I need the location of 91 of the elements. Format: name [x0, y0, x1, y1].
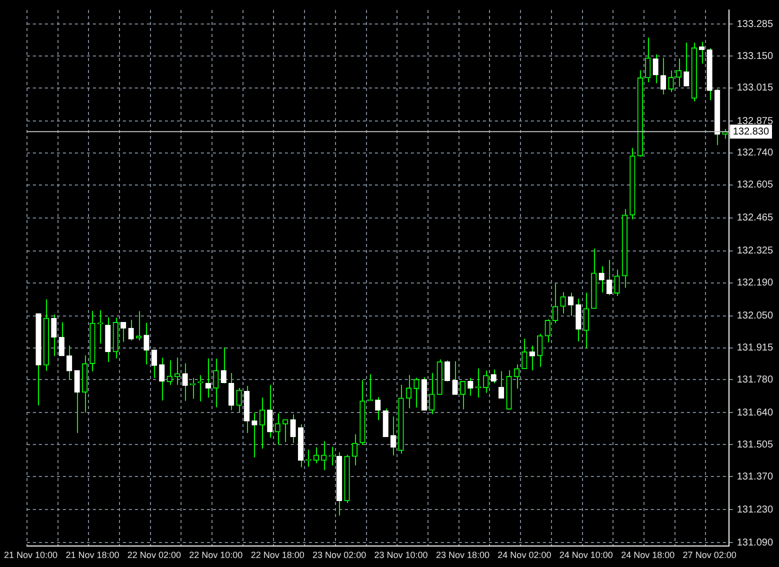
candlestick	[321, 440, 327, 471]
y-tick-label: 132.050	[736, 310, 774, 322]
y-tick-label: 131.370	[736, 471, 774, 482]
candlestick	[468, 378, 474, 396]
candlestick	[58, 322, 64, 356]
x-tick-label: 21 Nov 18:00	[66, 550, 120, 560]
candlestick	[390, 416, 396, 456]
y-tick-label: 131.915	[736, 342, 774, 354]
y-tick-label: 132.465	[736, 212, 774, 224]
candlestick	[560, 292, 566, 314]
candlestick	[598, 266, 604, 294]
candlestick	[514, 364, 520, 390]
candlestick	[699, 41, 705, 64]
candlestick	[259, 397, 266, 450]
y-tick-label: 131.230	[736, 504, 774, 516]
y-tick-label: 131.780	[736, 374, 774, 386]
candlestick	[614, 269, 620, 297]
x-tick-label: 22 Nov 18:00	[250, 550, 304, 560]
candlestick	[429, 372, 435, 415]
candlestick	[213, 358, 219, 408]
y-tick-label: 131.090	[736, 537, 774, 548]
y-tick-label: 132.875	[736, 116, 774, 127]
candlestick	[660, 57, 666, 95]
candlestick	[97, 310, 104, 344]
candlestick	[228, 372, 234, 411]
candlestick	[236, 387, 242, 414]
y-tick-label: 133.015	[736, 82, 774, 94]
candlestick	[652, 54, 658, 84]
candlestick	[306, 449, 312, 468]
candlestick	[290, 414, 296, 444]
x-tick-label: 24 Nov 10:00	[559, 550, 613, 560]
candlestick	[74, 370, 80, 434]
candlestick	[205, 358, 212, 398]
x-tick-label: 23 Nov 10:00	[374, 550, 428, 560]
candlestick	[406, 374, 412, 409]
y-tick-label: 132.325	[736, 246, 774, 257]
candlestick	[66, 345, 72, 380]
candlestick	[144, 322, 150, 365]
y-tick-label: 131.505	[736, 439, 774, 450]
candlestick	[375, 396, 381, 421]
candlestick	[460, 380, 466, 410]
candlestick	[328, 446, 334, 466]
candlestick	[537, 333, 543, 368]
candlestick	[151, 349, 158, 379]
candlestick	[159, 357, 165, 401]
candlestick	[483, 370, 489, 394]
candlestick	[136, 310, 142, 341]
x-tick-label: 22 Nov 10:00	[189, 550, 243, 560]
candlestick	[645, 37, 651, 83]
candlestick	[220, 347, 226, 384]
candlestick	[684, 42, 690, 87]
candlestick	[252, 412, 258, 458]
y-tick-label: 133.150	[736, 50, 774, 62]
candlestick	[174, 356, 180, 386]
candlestick	[522, 338, 528, 370]
y-tick-label: 132.190	[736, 278, 774, 289]
candlestick	[282, 419, 288, 443]
candlestick	[414, 377, 420, 408]
x-tick-label: 24 Nov 02:00	[498, 550, 552, 560]
x-tick-label: 22 Nov 02:00	[127, 550, 181, 560]
candlestick	[452, 360, 458, 396]
y-tick-label: 132.605	[736, 180, 774, 191]
candlestick	[498, 370, 504, 399]
candlestick	[576, 298, 582, 342]
candlestick	[120, 322, 126, 342]
candlestick	[552, 282, 558, 324]
y-tick-label: 131.640	[736, 407, 774, 418]
candlestick	[529, 345, 535, 371]
x-tick-label: 24 Nov 18:00	[621, 550, 675, 560]
x-tick-label: 21 Nov 10:00	[4, 550, 58, 560]
candlestick	[352, 434, 358, 466]
candlestick	[568, 292, 574, 316]
candlestick	[490, 369, 496, 384]
candlestick	[267, 384, 273, 438]
candlestick	[583, 292, 589, 348]
y-tick-label: 132.740	[736, 148, 774, 159]
candlestick	[274, 412, 280, 446]
x-tick-label: 23 Nov 02:00	[312, 550, 366, 560]
x-tick-label: 23 Nov 18:00	[436, 550, 490, 560]
candlestick	[182, 362, 188, 402]
y-tick-label: 133.285	[736, 18, 774, 30]
x-tick-label: 27 Nov 02:00	[682, 550, 736, 560]
candlestick	[606, 259, 612, 296]
candlestick	[444, 360, 450, 382]
candlestick	[676, 58, 682, 88]
candlestick	[544, 318, 550, 343]
candlestick	[128, 319, 134, 341]
candlestick	[668, 70, 674, 92]
ref-line-label: 132.830	[732, 126, 770, 138]
candlestick	[313, 446, 320, 464]
candlestick	[51, 314, 57, 357]
